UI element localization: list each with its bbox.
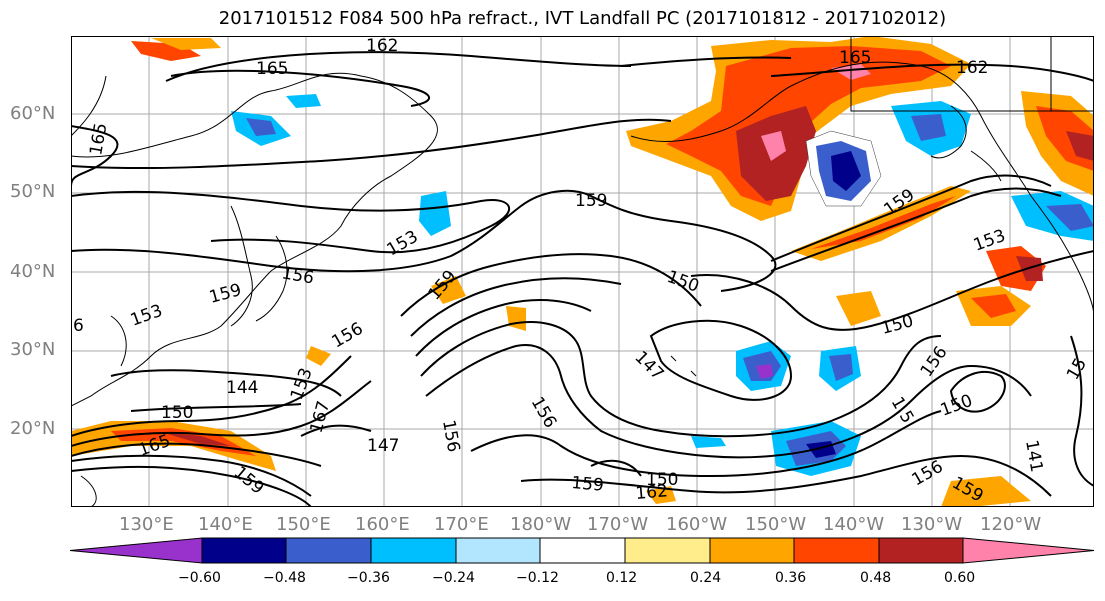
colorbar-tick-label: 0.24	[690, 570, 722, 586]
colorbar-tick-label: −0.48	[263, 570, 306, 586]
lon-label-140w: 140°W	[823, 514, 885, 535]
plot-title: 2017101512 F084 500 hPa refract., IVT La…	[218, 8, 947, 29]
contour-label: 162	[956, 58, 988, 78]
contour-label: 6	[73, 316, 84, 336]
colorbar-tick-label: 0.60	[944, 570, 976, 586]
colorbar-tick-label: 0.48	[860, 570, 892, 586]
colorbar-swatch	[69, 537, 203, 564]
colorbar-tick-label: −0.60	[178, 570, 221, 586]
map-border	[71, 36, 1094, 507]
colorbar-tick-label: −0.36	[347, 570, 390, 586]
lon-label-150e: 150°E	[276, 514, 331, 535]
contour-lines	[71, 51, 1094, 507]
colorbar-swatch	[285, 537, 372, 564]
lat-label-20n: 20°N	[10, 418, 56, 439]
colorbar-swatch	[539, 537, 626, 564]
colorbar-swatch	[878, 537, 964, 564]
contour-label: 165	[839, 48, 871, 68]
lat-label-30n: 30°N	[10, 339, 56, 360]
lat-label-60n: 60°N	[10, 103, 56, 124]
colorbar-swatch	[624, 537, 711, 564]
colorbar-swatch	[793, 537, 880, 564]
colorbar-swatch	[455, 537, 541, 564]
lon-label-130w: 130°W	[901, 514, 963, 535]
coastlines	[71, 36, 1094, 507]
shaded-regions	[71, 36, 1094, 507]
contour-label: 162	[635, 481, 669, 504]
contour-label: 150	[161, 403, 193, 423]
colorbar-swatch	[201, 537, 287, 564]
lon-label-170e: 170°E	[434, 514, 489, 535]
map-panel: 162 165 165 165 162 159 153 156 159 159 …	[71, 36, 1094, 507]
lon-label-150w: 150°W	[745, 514, 807, 535]
lon-label-180w: 180°W	[510, 514, 572, 535]
lat-label-40n: 40°N	[10, 261, 56, 282]
lon-label-160w: 160°W	[666, 514, 728, 535]
contour-label: 159	[571, 473, 605, 496]
contour-label: 150	[646, 470, 678, 490]
colorbar-swatch	[370, 537, 457, 564]
contour-label: 159	[575, 191, 607, 211]
lon-label-170w: 170°W	[587, 514, 649, 535]
contour-label: 147	[367, 436, 399, 456]
colorbar-tick-label: −0.24	[432, 570, 475, 586]
lon-label-160e: 160°E	[355, 514, 410, 535]
lat-label-50n: 50°N	[10, 181, 56, 202]
lon-label-130e: 130°E	[119, 514, 174, 535]
colorbar-tick-label: 0.12	[606, 570, 638, 586]
contour-label: 144	[226, 378, 258, 398]
lon-label-120w: 120°W	[980, 514, 1042, 535]
colorbar-tick-label: −0.12	[516, 570, 559, 586]
colorbar	[69, 537, 1095, 564]
colorbar-swatch	[962, 537, 1095, 564]
colorbar-swatch	[709, 537, 795, 564]
colorbar-tick-label: 0.36	[775, 570, 807, 586]
contour-label: 162	[366, 36, 398, 56]
lon-label-140e: 140°E	[198, 514, 253, 535]
contour-label: 165	[256, 59, 288, 79]
